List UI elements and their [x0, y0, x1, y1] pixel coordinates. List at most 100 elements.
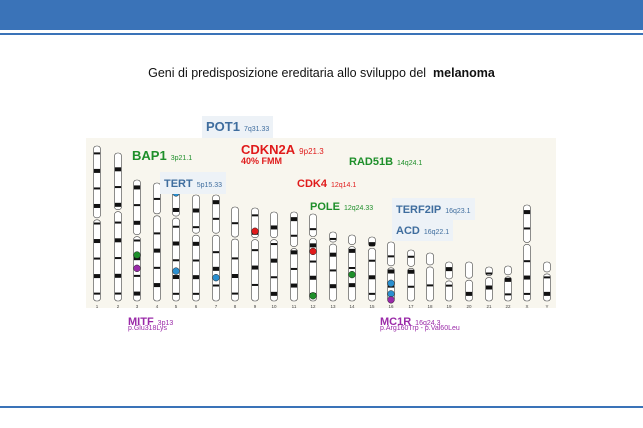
chromosome-band	[93, 222, 101, 225]
gene-locus-marker	[387, 296, 395, 304]
chromosome-band	[231, 222, 239, 225]
chromosome-band	[543, 276, 551, 279]
chromosome-band	[114, 221, 122, 224]
chromosome-band	[172, 292, 180, 295]
chromosome-8: 8	[231, 206, 239, 309]
chromosome-band	[523, 227, 531, 230]
chromosome-band	[485, 285, 493, 290]
chromosome-q-arm	[114, 211, 122, 302]
gene-tert-loc: 5p15.33	[196, 182, 223, 189]
chromosome-band	[329, 284, 337, 289]
chromosome-q-arm	[426, 266, 434, 302]
chromosome-p-arm	[523, 204, 531, 243]
chromosome-label: 13	[330, 304, 336, 309]
chromosome-band	[523, 292, 531, 295]
gene-rad51b: RAD51B 14q24.1	[349, 153, 422, 169]
chromosome-band	[192, 226, 200, 229]
chromosome-label: 5	[175, 304, 178, 309]
gene-mc1r-name: MC1R	[380, 316, 412, 328]
chromosome-6: 6	[192, 194, 200, 309]
chromosome-band	[212, 284, 220, 287]
chromosome-15: 15	[368, 236, 376, 309]
gene-mc1r-loc: 16q24.3	[415, 320, 441, 327]
chromosome-band	[290, 234, 298, 237]
chromosome-p-arm	[329, 231, 337, 243]
chromosome-band	[270, 243, 278, 246]
chromosome-band	[387, 269, 395, 274]
chromosome-band	[445, 267, 453, 272]
chromosome-label: 9	[254, 304, 257, 309]
chromosome-label: 11	[292, 304, 297, 309]
gene-terf2ip-loc: 16q23.1	[445, 208, 471, 215]
chromosome-band	[212, 200, 220, 205]
gene-terf2ip: TERF2IP 16q23.1	[392, 198, 475, 220]
gene-cdkn2a-note: 40% FMM	[241, 156, 283, 166]
chromosome-band	[231, 257, 239, 260]
gene-bap1: BAP1 3p21.1	[132, 148, 192, 164]
gene-locus-marker	[133, 264, 141, 272]
chromosome-10: 10	[270, 211, 278, 309]
chromosome-1: 1	[93, 145, 101, 309]
chromosome-label: 19	[446, 304, 452, 309]
chromosome-5: 5	[172, 185, 180, 309]
chromosome-band	[153, 283, 161, 288]
chromosome-band	[153, 197, 161, 200]
chromosome-p-arm	[407, 249, 415, 267]
chromosome-band	[309, 228, 317, 231]
chromosome-band	[114, 167, 122, 172]
chromosome-label: 20	[466, 304, 472, 309]
chromosome-7: 7	[212, 194, 220, 309]
chromosome-band	[309, 275, 317, 280]
gene-locus-marker	[251, 227, 259, 235]
chromosome-band	[368, 242, 376, 247]
gene-locus-marker	[309, 247, 317, 256]
chromosome-X: X	[523, 204, 531, 309]
footer-divider	[0, 406, 643, 408]
chromosome-band	[348, 267, 356, 269]
chromosome-label: Y	[545, 304, 548, 309]
chromosome-p-arm	[426, 252, 434, 266]
gene-cdk4: CDK4 12q14.1	[297, 175, 356, 191]
chromosome-band	[153, 248, 161, 253]
chromosome-band	[93, 239, 101, 244]
chromosome-band	[523, 275, 531, 280]
chromosome-band	[290, 250, 298, 255]
chromosome-label: 7	[215, 304, 218, 309]
gene-mitf-name: MITF	[128, 316, 154, 328]
chromosome-band	[348, 283, 356, 288]
chromosome-band	[251, 214, 259, 217]
gene-acd-name: ACD	[396, 225, 420, 237]
chromosome-13: 13	[329, 231, 337, 309]
chromosome-band	[192, 259, 200, 262]
chromosome-q-arm	[329, 243, 337, 302]
gene-cdkn2a-loc: 9p21.3	[299, 147, 324, 156]
chromosome-q-arm	[407, 268, 415, 302]
chromosome-label: 17	[408, 304, 414, 309]
chromosome-q-arm	[465, 279, 473, 302]
chromosome-band	[93, 292, 101, 295]
chromosome-label: 3	[136, 304, 139, 309]
chromosome-band	[251, 283, 259, 286]
chromosome-p-arm	[231, 206, 239, 238]
chromosome-band	[290, 267, 298, 270]
chromosome-band	[172, 275, 180, 280]
chromosome-band	[251, 249, 259, 252]
chromosome-band	[270, 225, 278, 230]
chromosome-band	[504, 277, 512, 282]
gene-rad51b-loc: 14q24.1	[397, 160, 423, 167]
chromosome-q-arm	[523, 244, 531, 302]
chromosome-band	[133, 274, 141, 277]
gene-mc1r: MC1R 16q24.3	[380, 313, 440, 329]
chromosome-p-arm	[387, 241, 395, 267]
gene-cdkn2a-name: CDKN2A	[241, 142, 296, 157]
gene-acd-loc: 16q22.1	[423, 229, 450, 236]
chromosome-band	[407, 269, 415, 274]
chromosome-band	[192, 292, 200, 295]
gene-pole: POLE 12q24.33	[310, 198, 373, 214]
chromosome-band	[212, 266, 220, 271]
chromosome-q-arm	[445, 280, 453, 302]
chromosome-p-arm	[93, 145, 101, 219]
chromosome-band	[133, 220, 141, 225]
chromosome-band	[114, 238, 122, 243]
